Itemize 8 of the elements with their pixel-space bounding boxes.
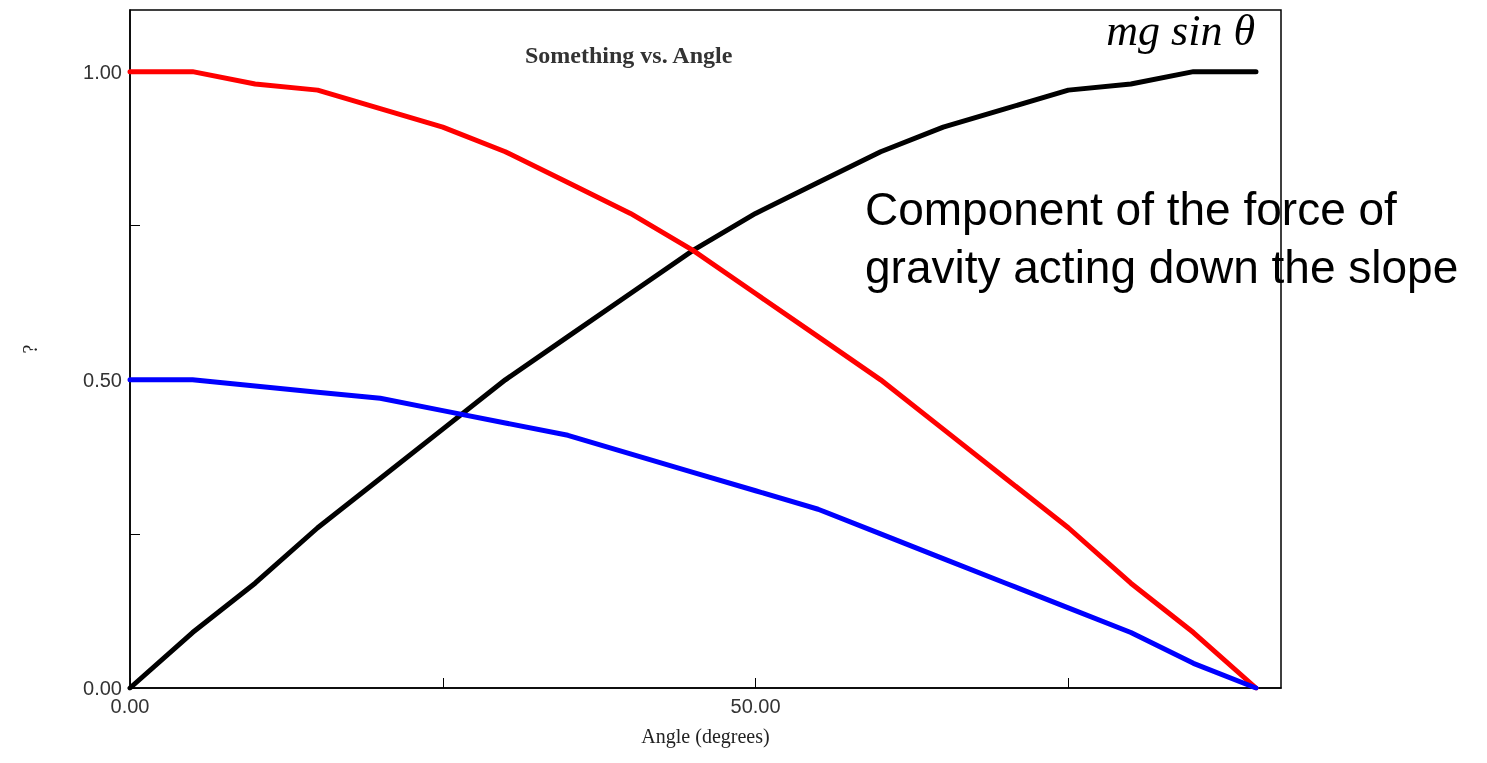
y-tick-label: 0.00: [83, 677, 122, 699]
x-axis-title: Angle (degrees): [641, 725, 770, 748]
x-tick-label: 50.00: [730, 695, 781, 717]
y-axis-title: ?: [19, 344, 41, 354]
y-tick-label: 0.50: [83, 368, 122, 391]
series-label: mg sin θ: [1106, 5, 1256, 55]
y-tick-label: 1.00: [83, 60, 122, 83]
text: Something vs. Angle: [525, 42, 733, 68]
